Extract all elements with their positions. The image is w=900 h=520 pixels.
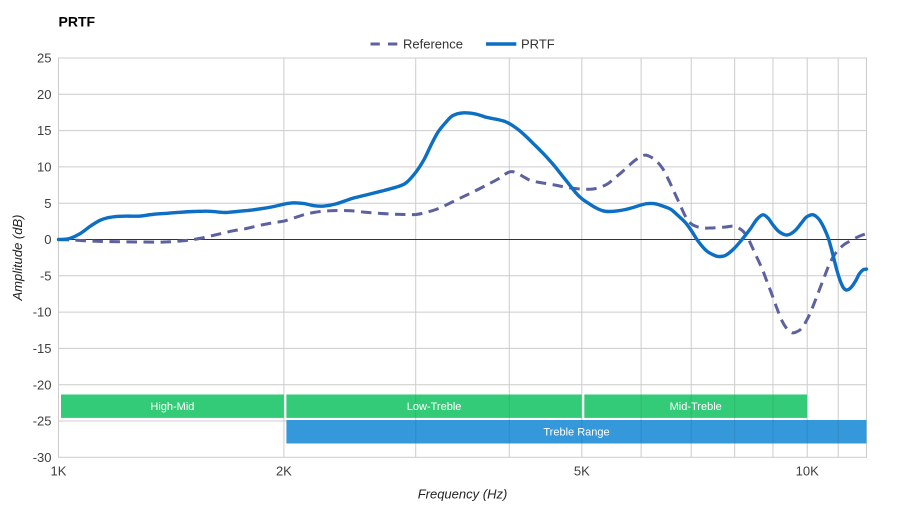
svg-text:High-Mid: High-Mid <box>150 401 194 413</box>
svg-text:Reference: Reference <box>403 37 463 52</box>
svg-text:Low-Treble: Low-Treble <box>407 401 462 413</box>
svg-text:-5: -5 <box>40 268 52 283</box>
svg-text:PRTF: PRTF <box>521 37 555 52</box>
svg-text:PRTF: PRTF <box>59 14 96 30</box>
svg-text:Treble Range: Treble Range <box>543 427 609 439</box>
svg-text:Frequency (Hz): Frequency (Hz) <box>418 487 508 502</box>
svg-text:-15: -15 <box>33 341 52 356</box>
svg-text:20: 20 <box>37 87 51 102</box>
svg-text:10: 10 <box>37 160 51 175</box>
svg-text:Mid-Treble: Mid-Treble <box>670 401 722 413</box>
svg-text:-30: -30 <box>33 450 52 465</box>
svg-text:-10: -10 <box>33 305 52 320</box>
svg-text:5: 5 <box>44 196 51 211</box>
svg-text:25: 25 <box>37 51 51 66</box>
svg-text:5K: 5K <box>574 464 590 479</box>
svg-text:0: 0 <box>44 232 51 247</box>
svg-text:2K: 2K <box>276 464 292 479</box>
svg-text:1K: 1K <box>51 464 67 479</box>
svg-text:Amplitude (dB): Amplitude (dB) <box>10 215 25 302</box>
svg-text:10K: 10K <box>796 464 819 479</box>
svg-text:-20: -20 <box>33 377 52 392</box>
svg-text:15: 15 <box>37 123 51 138</box>
svg-text:-25: -25 <box>33 414 52 429</box>
